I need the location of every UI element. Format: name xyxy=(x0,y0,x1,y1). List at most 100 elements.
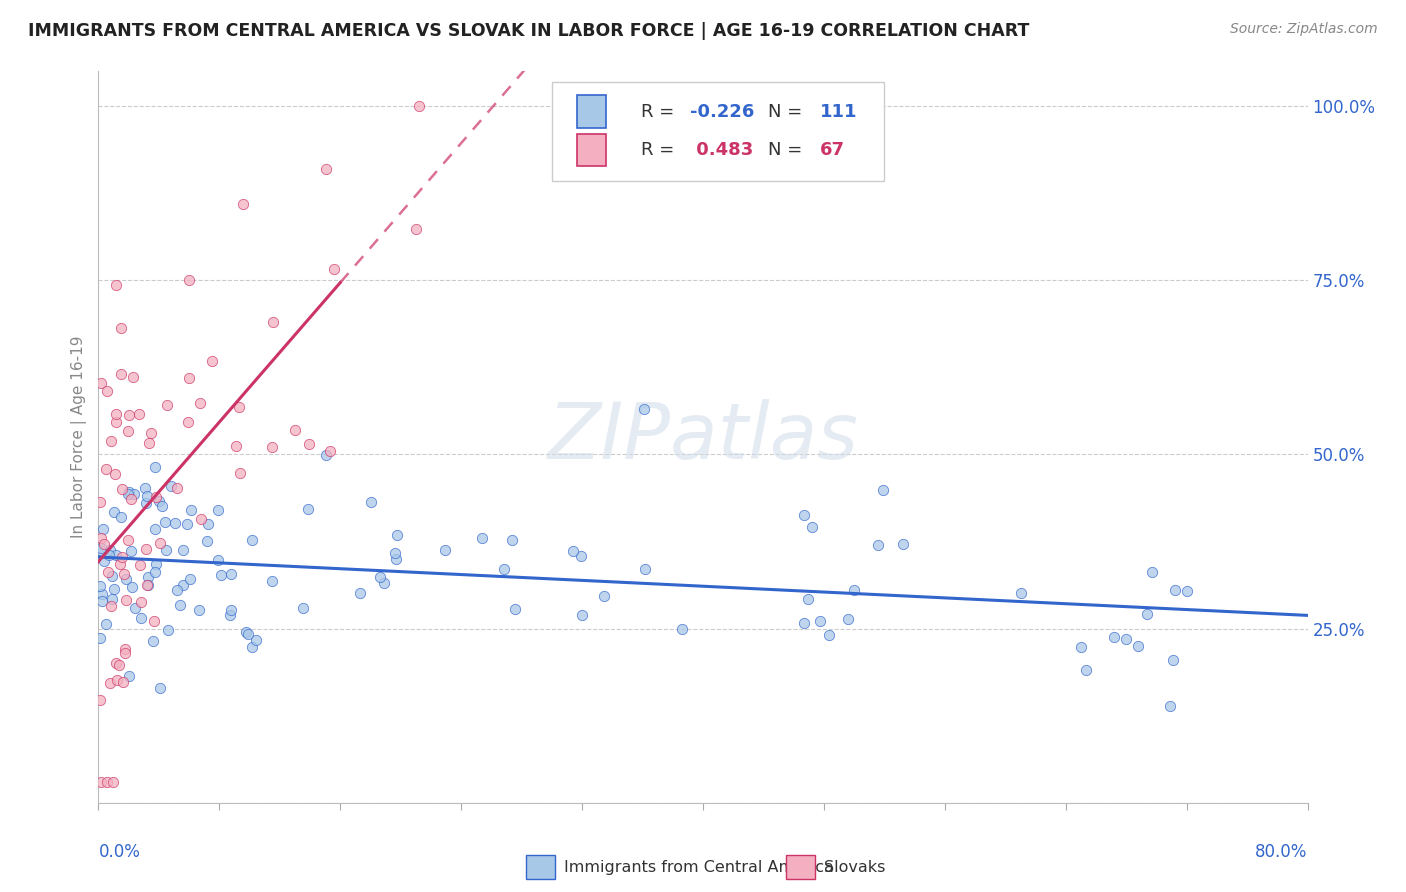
Point xyxy=(797,592,820,607)
Point xyxy=(148,494,170,508)
Point xyxy=(188,603,211,617)
Point xyxy=(93,554,115,568)
Point xyxy=(501,533,523,547)
Text: Immigrants from Central America: Immigrants from Central America xyxy=(564,860,834,875)
Point xyxy=(143,522,166,536)
FancyBboxPatch shape xyxy=(578,135,606,167)
Point xyxy=(323,261,346,276)
Text: Slovaks: Slovaks xyxy=(824,860,886,875)
Point xyxy=(136,570,159,584)
Point xyxy=(177,273,200,287)
Point xyxy=(131,594,153,608)
Point xyxy=(122,370,145,384)
Point xyxy=(104,656,127,670)
Point xyxy=(98,543,121,558)
Point xyxy=(156,398,179,412)
Text: Source: ZipAtlas.com: Source: ZipAtlas.com xyxy=(1230,22,1378,37)
Point xyxy=(207,502,229,516)
Point xyxy=(118,669,141,683)
Text: R =: R = xyxy=(641,103,681,120)
Point xyxy=(319,443,342,458)
Point xyxy=(1115,632,1137,646)
Point xyxy=(136,489,159,503)
Point xyxy=(90,775,112,789)
Point xyxy=(121,580,143,594)
Point xyxy=(134,481,156,495)
Point xyxy=(245,632,267,647)
Point xyxy=(793,508,815,523)
Point xyxy=(145,490,167,504)
Point xyxy=(105,548,128,562)
Point xyxy=(837,611,859,625)
Point xyxy=(91,522,114,536)
Point xyxy=(179,572,201,586)
Point xyxy=(149,536,172,550)
Point xyxy=(201,354,224,368)
Point xyxy=(262,574,284,588)
Point xyxy=(166,481,188,495)
Point xyxy=(315,162,337,177)
Point xyxy=(124,600,146,615)
Point xyxy=(152,499,174,513)
Point xyxy=(207,553,229,567)
Point xyxy=(100,434,122,448)
Point xyxy=(236,626,259,640)
Point xyxy=(135,495,157,509)
Point xyxy=(1163,653,1185,667)
Point xyxy=(155,515,177,529)
Point xyxy=(118,485,141,500)
Point xyxy=(284,424,307,438)
Point xyxy=(297,502,319,516)
Text: N =: N = xyxy=(768,103,808,120)
Point xyxy=(90,586,112,600)
Point xyxy=(801,519,824,533)
Point xyxy=(115,593,138,607)
Point xyxy=(145,557,167,571)
Point xyxy=(169,598,191,612)
Point xyxy=(120,491,142,506)
Point xyxy=(571,549,593,564)
Point xyxy=(139,426,162,441)
Point xyxy=(89,495,111,509)
Point xyxy=(219,566,242,581)
Point xyxy=(1102,630,1125,644)
Point xyxy=(177,415,200,429)
Point xyxy=(115,572,138,586)
Point xyxy=(129,558,152,572)
Point xyxy=(872,483,894,497)
Point xyxy=(111,675,134,690)
Point xyxy=(633,402,655,417)
Point xyxy=(1010,586,1032,600)
Point xyxy=(96,384,118,399)
Point xyxy=(808,615,831,629)
Point xyxy=(89,578,111,592)
Point xyxy=(138,578,160,592)
Point xyxy=(98,675,121,690)
Point xyxy=(117,533,139,548)
Point xyxy=(228,400,250,414)
Point xyxy=(120,544,142,558)
Point xyxy=(219,603,242,617)
Point xyxy=(844,582,866,597)
Point xyxy=(124,487,146,501)
Point xyxy=(89,693,111,707)
Point xyxy=(103,505,125,519)
Point xyxy=(634,562,657,576)
Point xyxy=(128,407,150,421)
Point xyxy=(107,658,129,673)
Point xyxy=(110,510,132,524)
Point xyxy=(1159,698,1181,713)
Point xyxy=(176,517,198,532)
FancyBboxPatch shape xyxy=(551,82,884,181)
Point xyxy=(96,775,118,789)
Point xyxy=(114,646,136,660)
Point xyxy=(93,537,115,551)
Point xyxy=(172,543,194,558)
Point xyxy=(197,516,219,531)
Point xyxy=(262,315,284,329)
Point xyxy=(385,552,408,566)
Point xyxy=(1076,663,1098,677)
Point xyxy=(89,543,111,558)
Text: 111: 111 xyxy=(820,103,858,120)
Point xyxy=(160,479,183,493)
